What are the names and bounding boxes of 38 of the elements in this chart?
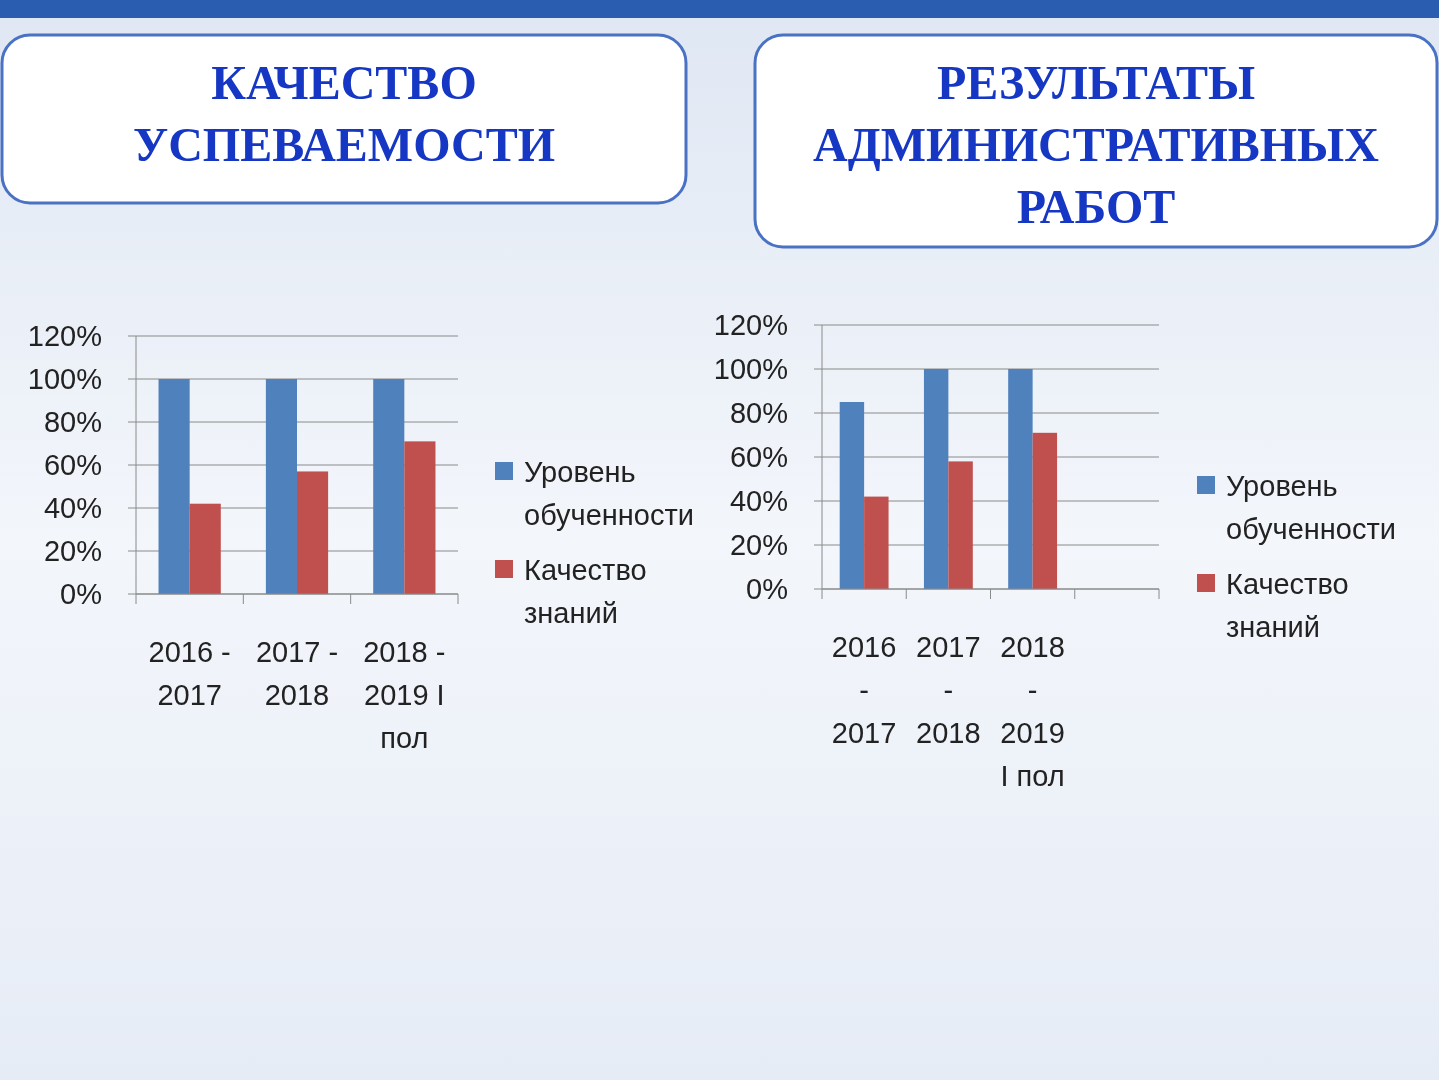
bar xyxy=(864,496,889,589)
y-tick-label: 80% xyxy=(43,406,102,439)
legend-label: Качество знаний xyxy=(524,554,647,630)
bar xyxy=(297,471,329,594)
bar xyxy=(1008,369,1033,589)
y-tick-label: 100% xyxy=(27,363,102,396)
y-tick-label: 120% xyxy=(27,320,102,353)
bar xyxy=(404,441,436,594)
x-tick-label: 2018 - 2019 I пол xyxy=(363,636,446,754)
y-tick-label: 0% xyxy=(746,573,788,606)
legend-label: Уровень обученности xyxy=(1226,470,1396,546)
y-tick-label: 0% xyxy=(60,578,102,611)
y-tick-label: 20% xyxy=(43,535,102,568)
bar xyxy=(373,379,405,594)
y-tick-label: 60% xyxy=(729,441,788,474)
y-tick-label: 20% xyxy=(729,529,788,562)
y-tick-label: 80% xyxy=(729,397,788,430)
bar xyxy=(158,379,190,594)
y-tick-label: 40% xyxy=(43,492,102,525)
legend-label: Уровень обученности xyxy=(524,456,694,532)
x-tick-label: 2017 - 2018 xyxy=(916,631,981,749)
bar xyxy=(1032,432,1058,589)
x-tick-label: 2016 - 2017 xyxy=(148,636,231,711)
x-tick-label: 2017 - 2018 xyxy=(255,636,339,711)
bar xyxy=(265,379,297,594)
x-tick-label: 2018 - 2019 I пол xyxy=(1000,631,1065,792)
y-tick-label: 60% xyxy=(43,449,102,482)
bar xyxy=(923,369,949,589)
x-tick-label: 2016 - 2017 xyxy=(831,631,897,749)
bar xyxy=(839,402,865,589)
legend-label: Качество знаний xyxy=(1226,568,1349,644)
chart-title: РЕЗУЛЬТАТЫ АДМИНИСТРАТИВНЫХ РАБОТ xyxy=(813,56,1380,233)
bar xyxy=(189,503,221,594)
y-tick-label: 100% xyxy=(713,353,788,386)
bar xyxy=(948,461,973,589)
y-tick-label: 40% xyxy=(729,485,788,518)
y-tick-label: 120% xyxy=(713,309,788,342)
chart-title: КАЧЕСТВО УСПЕВАЕМОСТИ xyxy=(132,56,556,171)
